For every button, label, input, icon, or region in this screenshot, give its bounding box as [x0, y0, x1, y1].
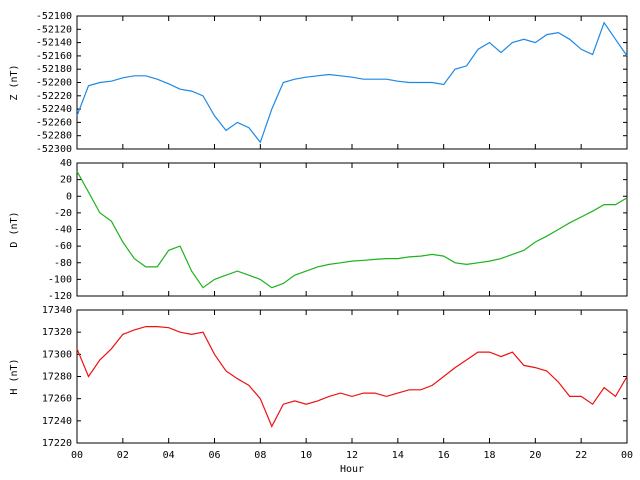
y-tick-label: -60	[54, 241, 72, 252]
y-tick-label: -100	[48, 274, 72, 285]
y-tick-label: 40	[60, 158, 72, 169]
y-axis-label: H (nT)	[9, 358, 20, 394]
y-tick-label: 17260	[42, 394, 72, 405]
y-tick-label: -52200	[36, 78, 72, 89]
y-tick-label: -52100	[36, 11, 72, 22]
x-tick-label: 18	[483, 450, 495, 461]
y-tick-label: -120	[48, 291, 72, 302]
y-tick-label: -52300	[36, 144, 72, 155]
x-tick-label: 12	[346, 450, 358, 461]
y-tick-label: 17320	[42, 327, 72, 338]
y-tick-label: -52180	[36, 64, 72, 75]
y-tick-label: -52260	[36, 117, 72, 128]
y-tick-label: -52120	[36, 24, 72, 35]
x-axis-label: Hour	[340, 464, 364, 475]
data-line	[76, 21, 628, 144]
y-tick-label: -80	[54, 258, 72, 269]
y-tick-label: 0	[66, 191, 72, 202]
x-tick-label: 08	[254, 450, 266, 461]
y-tick-label: -40	[54, 225, 72, 236]
x-tick-label: 06	[208, 450, 220, 461]
x-tick-label: 10	[300, 450, 312, 461]
y-tick-label: 17300	[42, 349, 72, 360]
y-tick-label: -52140	[36, 38, 72, 49]
x-tick-label: 14	[392, 450, 404, 461]
x-tick-label: 02	[117, 450, 129, 461]
data-line	[76, 171, 628, 289]
y-tick-label: -52220	[36, 91, 72, 102]
y-tick-label: -52160	[36, 51, 72, 62]
x-tick-label: 04	[163, 450, 175, 461]
y-tick-label: -52240	[36, 104, 72, 115]
y-tick-label: -20	[54, 208, 72, 219]
x-tick-label: 16	[438, 450, 450, 461]
y-tick-label: 17280	[42, 372, 72, 383]
y-axis-label: Z (nT)	[9, 64, 20, 100]
x-tick-label: 20	[529, 450, 541, 461]
x-tick-label: 00	[621, 450, 633, 461]
y-tick-label: 17340	[42, 305, 72, 316]
plot-frame	[76, 309, 628, 444]
x-tick-label: 22	[575, 450, 587, 461]
y-tick-label: 17220	[42, 438, 72, 449]
plot-frame	[76, 162, 628, 297]
y-tick-label: 20	[60, 175, 72, 186]
y-tick-label: 17240	[42, 416, 72, 427]
y-tick-label: -52280	[36, 131, 72, 142]
x-tick-label: 00	[71, 450, 83, 461]
data-line	[76, 326, 628, 428]
y-axis-label: D (nT)	[9, 211, 20, 247]
